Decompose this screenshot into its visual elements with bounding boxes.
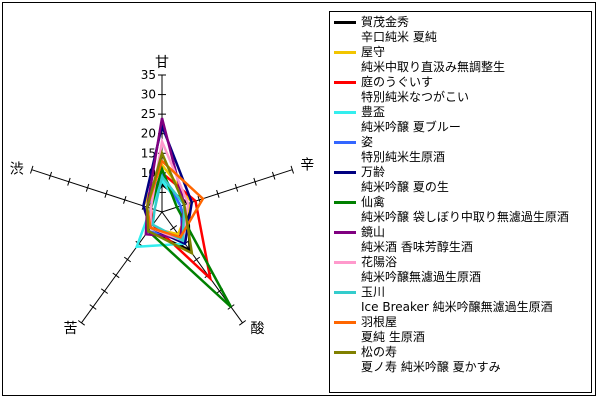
legend-series-sub: 特別純米生原酒 [361, 150, 446, 164]
axis-tick-1-5 [271, 171, 276, 180]
legend-series-sub: 特別純米なつがこい [361, 90, 470, 104]
legend-item: 松の寿 夏ノ寿 純米吟醸 夏かすみ [334, 345, 591, 375]
axis-label-4: 渋 [10, 162, 24, 178]
legend-row: 庭のうぐいす [334, 75, 591, 90]
axis-tick-1-2 [216, 189, 220, 198]
axis-tick-4-3 [85, 183, 90, 192]
axis-label-1: 辛 [300, 158, 314, 174]
legend-series-sub: 夏純 生原酒 [361, 330, 425, 344]
legend-series-name: 鏡山 [361, 225, 386, 239]
legend-series-sub: 辛口純米 夏純 [361, 30, 437, 44]
legend-swatch [334, 21, 356, 24]
legend-series-name: 豊盃 [361, 105, 386, 119]
axis-tick-2-2 [192, 256, 201, 263]
legend-swatch [334, 81, 356, 84]
legend-row: 賀茂金秀 [334, 15, 591, 30]
legend: 賀茂金秀 辛口純米 夏純 屋守 純米中取り直汲み無調整生 庭のうぐいす 特別純米なつがこい… [329, 11, 592, 393]
legend-swatch [334, 321, 356, 324]
axis-tick-4-2 [104, 189, 108, 198]
legend-series-name: 賀茂金秀 [361, 15, 410, 29]
legend-series-name: 玉川 [361, 285, 386, 299]
legend-series-name: 屋守 [361, 45, 386, 59]
legend-item: 庭のうぐいす 特別純米なつがこい [334, 75, 591, 105]
legend-row: 姿 [334, 135, 591, 150]
legend-item: 鏡山 純米酒 香味芳醇生酒 [334, 225, 591, 255]
chart-frame [2, 2, 596, 396]
legend-row: 万齢 [334, 165, 591, 180]
legend-series-name: 羽根屋 [361, 315, 398, 329]
axis-label-3: 苦 [63, 321, 77, 337]
legend-row: 鏡山 [334, 225, 591, 240]
legend-item: 屋守 純米中取り直汲み無調整生 [334, 45, 591, 75]
axis-tick-4-1 [123, 195, 127, 204]
legend-series-name: 松の寿 [361, 345, 398, 359]
legend-item: 玉川 Ice Breaker 純米吟醸無濾過生原酒 [334, 285, 591, 315]
axis-tick-3-4 [100, 288, 109, 294]
legend-swatch [334, 261, 356, 264]
legend-swatch [334, 51, 356, 54]
axis-tick-3-5 [89, 304, 97, 310]
legend-swatch [334, 201, 356, 204]
series-line-11 [145, 149, 194, 256]
tick-label-6: 35 [141, 68, 156, 82]
axis-line-4 [31, 169, 163, 213]
legend-swatch [334, 141, 356, 144]
legend-series-name: 姿 [361, 135, 374, 149]
legend-row: 豊盃 [334, 105, 591, 120]
tick-label-3: 20 [141, 127, 156, 141]
axis-tick-3-6 [77, 320, 86, 326]
legend-swatch [334, 351, 356, 354]
axis-label-0: 甘 [155, 55, 169, 71]
axis-label-2: 酸 [251, 321, 265, 337]
legend-series-name: 万齢 [361, 165, 386, 179]
axis-tick-3-2 [123, 256, 132, 263]
legend-item: 羽根屋 夏純 生原酒 [334, 315, 591, 345]
axis-tick-3-3 [112, 272, 120, 279]
legend-series-sub: Ice Breaker 純米吟醸無濾過生原酒 [361, 300, 553, 314]
axis-tick-4-6 [29, 165, 34, 174]
legend-series-sub: 純米中取り直汲み無調整生 [361, 60, 506, 74]
legend-row: 羽根屋 [334, 315, 591, 330]
tick-label-2: 15 [141, 146, 156, 160]
legend-series-sub: 純米吟醸無濾過生原酒 [361, 270, 482, 284]
axis-tick-1-3 [234, 183, 239, 192]
series-line-7 [144, 117, 186, 239]
legend-series-name: 仙禽 [361, 195, 386, 209]
tick-label-4: 25 [141, 107, 156, 121]
legend-row: 松の寿 [334, 345, 591, 360]
legend-series-name: 庭のうぐいす [361, 75, 434, 89]
axis-tick-4-5 [48, 171, 53, 180]
legend-row: 屋守 [334, 45, 591, 60]
axis-tick-1-6 [290, 165, 295, 174]
legend-row: 仙禽 [334, 195, 591, 210]
legend-series-sub: 純米吟醸 夏ブルー [361, 120, 461, 134]
legend-swatch [334, 291, 356, 294]
legend-series-name: 花陽浴 [361, 255, 398, 269]
legend-swatch [334, 111, 356, 114]
legend-item: 万齢 純米吟醸 夏の生 [334, 165, 591, 195]
legend-item: 賀茂金秀 辛口純米 夏純 [334, 15, 591, 45]
legend-series-sub: 夏ノ寿 純米吟醸 夏かすみ [361, 360, 501, 374]
legend-row: 花陽浴 [334, 255, 591, 270]
legend-swatch [334, 171, 356, 174]
legend-item: 仙禽 純米吟醸 袋しぼり中取り無濾過生原酒 [334, 195, 591, 225]
legend-series-sub: 純米吟醸 夏の生 [361, 180, 449, 194]
axis-tick-2-0 [169, 225, 178, 231]
tick-label-5: 30 [141, 88, 156, 102]
axis-tick-4-4 [67, 177, 71, 186]
legend-series-sub: 純米酒 香味芳醇生酒 [361, 240, 473, 254]
axis-tick-2-6 [238, 320, 247, 326]
legend-item: 豊盃 純米吟醸 夏ブルー [334, 105, 591, 135]
legend-series-sub: 純米吟醸 袋しぼり中取り無濾過生原酒 [361, 210, 569, 224]
legend-swatch [334, 231, 356, 234]
axis-tick-1-4 [253, 177, 257, 186]
legend-row: 玉川 [334, 285, 591, 300]
legend-item: 姿特別純米生原酒 [334, 135, 591, 165]
legend-item: 花陽浴 純米吟醸無濾過生原酒 [334, 255, 591, 285]
